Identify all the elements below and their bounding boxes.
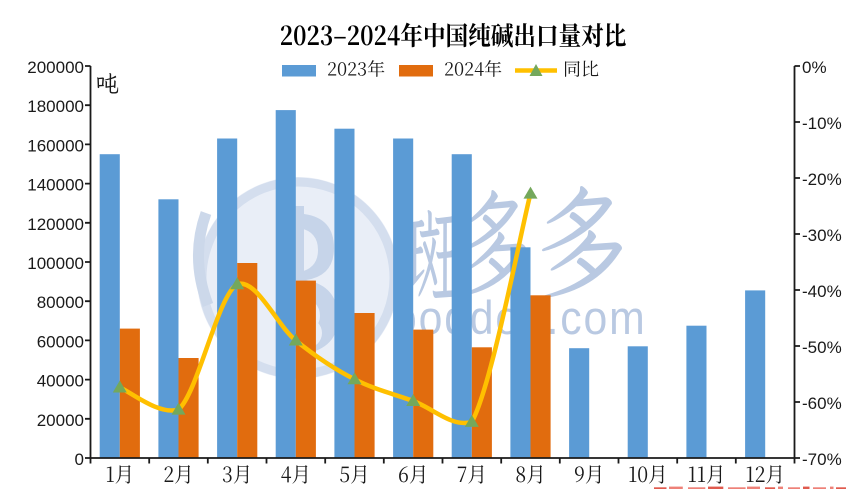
- svg-text:100000: 100000: [27, 254, 84, 273]
- svg-text:-40%: -40%: [802, 282, 842, 301]
- svg-text:0: 0: [75, 450, 84, 469]
- svg-text:-10%: -10%: [802, 114, 842, 133]
- svg-text:160000: 160000: [27, 136, 84, 155]
- svg-text:140000: 140000: [27, 176, 84, 195]
- svg-text:-50%: -50%: [802, 338, 842, 357]
- svg-text:200000: 200000: [27, 58, 84, 77]
- svg-text:120000: 120000: [27, 215, 84, 234]
- svg-text:80000: 80000: [37, 293, 84, 312]
- svg-text:0%: 0%: [802, 58, 827, 77]
- svg-text:-20%: -20%: [802, 170, 842, 189]
- svg-text:20000: 20000: [37, 411, 84, 430]
- svg-text:180000: 180000: [27, 97, 84, 116]
- svg-text:-30%: -30%: [802, 226, 842, 245]
- svg-text:40000: 40000: [37, 372, 84, 391]
- svg-text:-70%: -70%: [802, 450, 842, 469]
- svg-text:60000: 60000: [37, 332, 84, 351]
- svg-text:-60%: -60%: [802, 394, 842, 413]
